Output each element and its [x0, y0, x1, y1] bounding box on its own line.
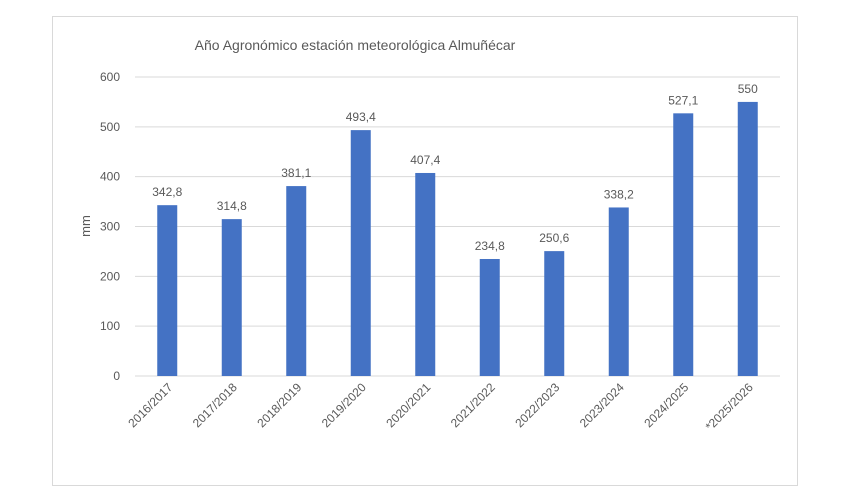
y-tick-label: 300 — [100, 220, 120, 234]
bar — [350, 130, 371, 376]
bar — [608, 207, 629, 376]
y-tick-label: 200 — [100, 269, 120, 283]
x-tick-label: 2016/2017 — [125, 380, 175, 430]
chart-title: Año Agronómico estación meteorológica Al… — [195, 37, 516, 53]
x-tick-label: 2017/2018 — [190, 380, 240, 430]
y-tick-label: 100 — [100, 319, 120, 333]
data-label: 407,4 — [410, 153, 440, 167]
data-label: 527,1 — [668, 93, 698, 107]
x-tick-label: *2025/2026 — [703, 380, 757, 434]
y-tick-label: 500 — [100, 120, 120, 134]
x-tick-label: 2019/2020 — [319, 380, 369, 430]
bar — [221, 219, 242, 376]
data-label: 342,8 — [152, 185, 182, 199]
x-tick-label: 2023/2024 — [577, 380, 627, 430]
y-axis-label: mm — [78, 215, 93, 237]
x-tick-label: 2022/2023 — [512, 380, 562, 430]
data-label: 550 — [738, 82, 758, 96]
y-tick-label: 600 — [100, 70, 120, 84]
data-label: 234,8 — [475, 239, 505, 253]
bar — [673, 113, 694, 377]
bar — [286, 186, 307, 376]
data-label: 493,4 — [346, 110, 376, 124]
bar — [157, 205, 178, 376]
bar — [479, 258, 500, 376]
x-tick-label: 2018/2019 — [254, 380, 304, 430]
data-label: 381,1 — [281, 166, 311, 180]
data-label: 314,8 — [217, 199, 247, 213]
y-tick-label: 400 — [100, 170, 120, 184]
data-label: 338,2 — [604, 187, 634, 201]
data-label: 250,6 — [539, 231, 569, 245]
bar — [415, 172, 436, 376]
x-tick-label: 2024/2025 — [641, 380, 691, 430]
bar — [544, 251, 565, 376]
y-tick-label: 0 — [113, 369, 120, 383]
x-tick-label: 2021/2022 — [448, 380, 498, 430]
x-tick-label: 2020/2021 — [383, 380, 433, 430]
bar — [737, 101, 758, 377]
